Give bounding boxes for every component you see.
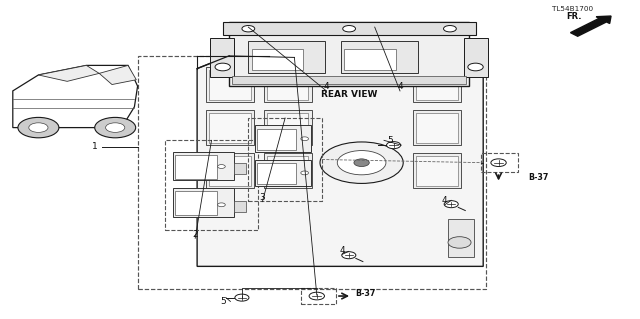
Circle shape bbox=[448, 237, 471, 248]
Circle shape bbox=[491, 159, 506, 167]
Text: B-37: B-37 bbox=[355, 289, 376, 298]
Bar bbox=[257, 129, 296, 150]
Circle shape bbox=[106, 123, 125, 132]
Bar bbox=[206, 67, 254, 102]
Polygon shape bbox=[13, 65, 138, 128]
Bar bbox=[416, 156, 458, 186]
Bar bbox=[413, 67, 461, 102]
Circle shape bbox=[309, 292, 324, 300]
Bar bbox=[210, 38, 234, 77]
Bar bbox=[267, 70, 308, 100]
Bar bbox=[209, 70, 251, 100]
Bar bbox=[229, 22, 469, 86]
Bar bbox=[206, 110, 254, 145]
FancyArrow shape bbox=[570, 16, 611, 36]
Bar bbox=[264, 110, 312, 145]
Circle shape bbox=[235, 294, 249, 301]
Bar bbox=[267, 156, 308, 186]
Bar bbox=[464, 38, 488, 77]
Bar bbox=[416, 70, 458, 100]
Bar bbox=[173, 188, 234, 217]
Circle shape bbox=[342, 252, 356, 259]
Circle shape bbox=[218, 203, 225, 207]
Bar bbox=[252, 49, 303, 70]
Circle shape bbox=[468, 63, 483, 71]
Text: B-37: B-37 bbox=[528, 173, 548, 182]
Bar bbox=[209, 113, 251, 143]
Circle shape bbox=[301, 137, 308, 141]
Bar bbox=[175, 191, 217, 215]
Bar bbox=[223, 22, 476, 35]
Text: 4: 4 bbox=[340, 246, 345, 255]
Circle shape bbox=[320, 142, 403, 183]
Circle shape bbox=[242, 26, 255, 32]
Bar bbox=[264, 67, 312, 102]
Circle shape bbox=[301, 171, 308, 175]
Bar bbox=[413, 110, 461, 145]
Circle shape bbox=[29, 123, 48, 132]
Circle shape bbox=[444, 26, 456, 32]
Bar bbox=[206, 153, 254, 188]
Circle shape bbox=[218, 165, 225, 168]
Text: 5: 5 bbox=[220, 297, 225, 306]
Text: 5: 5 bbox=[388, 136, 393, 145]
Bar bbox=[173, 152, 234, 180]
Text: TL54B1700: TL54B1700 bbox=[552, 6, 593, 12]
Text: 3: 3 bbox=[260, 193, 265, 202]
Bar bbox=[232, 76, 466, 84]
Bar bbox=[267, 113, 308, 143]
Bar bbox=[416, 113, 458, 143]
Bar bbox=[209, 156, 251, 186]
Bar bbox=[264, 153, 312, 188]
Text: 1: 1 bbox=[92, 142, 97, 151]
Bar bbox=[344, 49, 396, 70]
Bar bbox=[234, 201, 246, 212]
Circle shape bbox=[18, 117, 59, 138]
Polygon shape bbox=[99, 65, 136, 85]
Circle shape bbox=[444, 201, 458, 208]
Bar bbox=[234, 163, 246, 174]
Circle shape bbox=[343, 26, 356, 32]
Text: 2: 2 bbox=[193, 230, 198, 239]
Circle shape bbox=[215, 63, 230, 71]
Bar bbox=[448, 219, 474, 257]
Bar bbox=[248, 41, 325, 73]
Text: 4: 4 bbox=[397, 82, 403, 91]
Circle shape bbox=[387, 142, 401, 149]
Circle shape bbox=[95, 117, 136, 138]
Text: 4: 4 bbox=[324, 82, 329, 91]
Bar bbox=[257, 163, 296, 184]
Polygon shape bbox=[38, 65, 99, 81]
Bar bbox=[255, 125, 311, 152]
Bar bbox=[175, 155, 217, 179]
Bar bbox=[341, 41, 418, 73]
Text: FR.: FR. bbox=[566, 12, 582, 21]
Text: REAR VIEW: REAR VIEW bbox=[321, 90, 378, 99]
Bar bbox=[413, 153, 461, 188]
Circle shape bbox=[337, 151, 386, 175]
Text: 4: 4 bbox=[442, 197, 447, 205]
Polygon shape bbox=[197, 56, 483, 266]
Bar bbox=[255, 160, 311, 186]
Circle shape bbox=[354, 159, 369, 167]
